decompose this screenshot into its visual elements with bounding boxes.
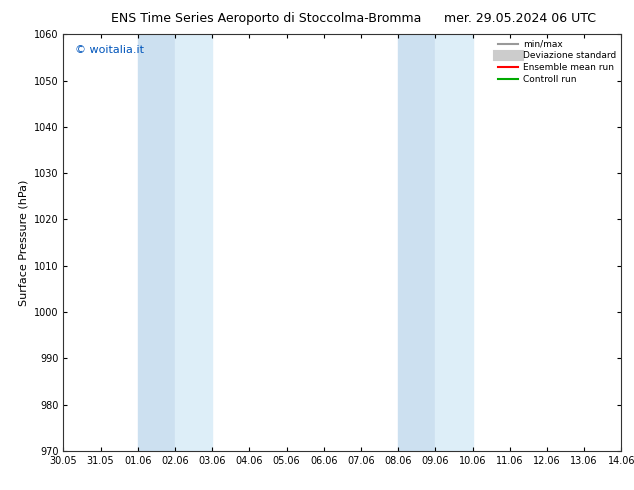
Text: mer. 29.05.2024 06 UTC: mer. 29.05.2024 06 UTC	[444, 12, 596, 25]
Bar	[436, 34, 472, 451]
Bar	[175, 34, 212, 451]
Legend: min/max, Deviazione standard, Ensemble mean run, Controll run: min/max, Deviazione standard, Ensemble m…	[495, 36, 619, 87]
Bar	[398, 34, 436, 451]
Y-axis label: Surface Pressure (hPa): Surface Pressure (hPa)	[18, 179, 29, 306]
Text: © woitalia.it: © woitalia.it	[75, 45, 143, 55]
Text: ENS Time Series Aeroporto di Stoccolma-Bromma: ENS Time Series Aeroporto di Stoccolma-B…	[111, 12, 422, 25]
Bar	[138, 34, 175, 451]
